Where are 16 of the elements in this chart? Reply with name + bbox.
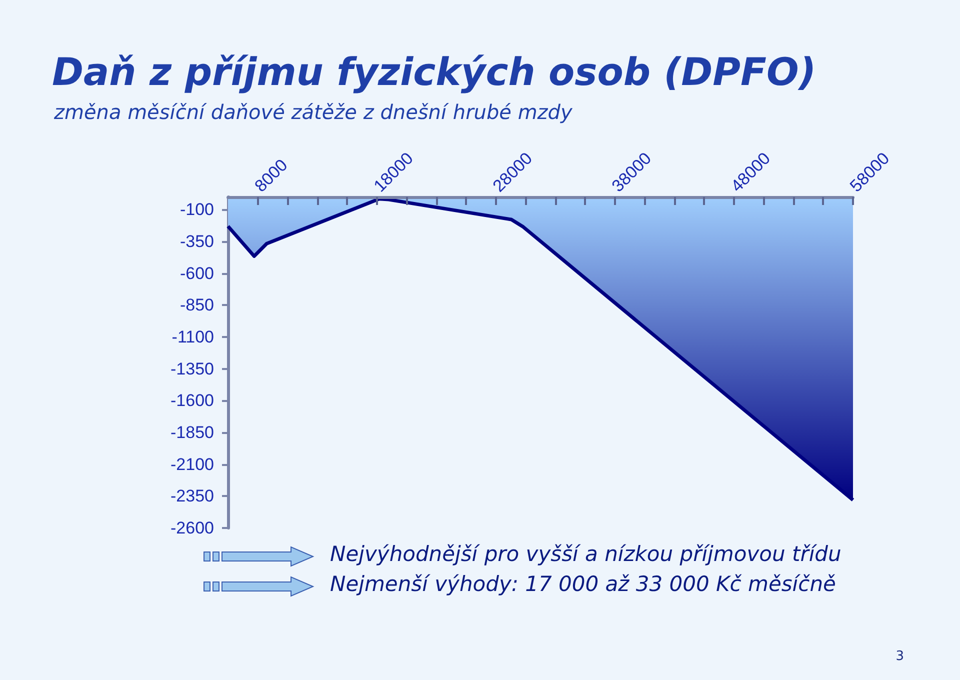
chart-subtitle: změna měsíční daňové zátěže z dnešní hrubé mzdy: [54, 100, 572, 124]
y-tick-label: -1100: [172, 328, 214, 347]
y-tick-label: -850: [180, 296, 214, 315]
y-tick-label: -1850: [170, 423, 214, 442]
text: Nejvýhodnější pro vyšší a nízkou příjmovou třídu: [330, 542, 842, 566]
y-tick-label: -2350: [170, 486, 214, 506]
y-tick-label: -350: [180, 232, 214, 252]
text: 3: [896, 649, 904, 664]
y-tick-label: -2100: [170, 454, 214, 474]
y-tick-label: -600: [180, 264, 214, 283]
chart-title: Daň z příjmu fyzických osob (DPFO): [52, 50, 816, 94]
y-tick-label: -2600: [170, 518, 214, 538]
y-tick-label: -100: [180, 200, 214, 220]
y-tick-label: -1350: [170, 359, 214, 378]
text: Nejmenší výhody: 17 000 až 33 000 Kč měsíčně: [330, 572, 836, 596]
y-tick-label: -1600: [170, 391, 214, 410]
